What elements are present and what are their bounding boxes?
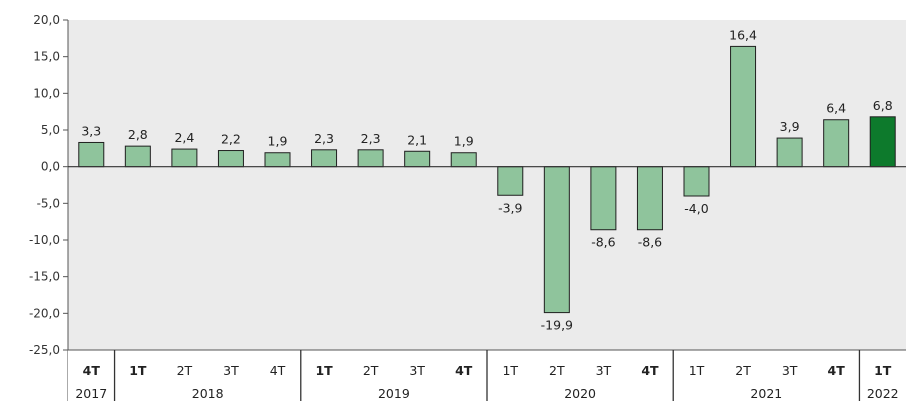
bars-group: [78, 45, 896, 314]
quarter-label: 2T: [177, 363, 193, 378]
quarter-label: 1T: [502, 363, 518, 378]
data-label: 6,8: [873, 98, 893, 113]
data-label: -4,0: [684, 201, 708, 216]
bar-3t-2019: [404, 150, 431, 168]
data-label: -8,6: [591, 235, 615, 250]
quarter-label: 4T: [455, 363, 473, 378]
bar-2t-2018: [171, 148, 198, 168]
quarter-label: 2T: [549, 363, 565, 378]
bar-3t-2021: [776, 137, 803, 168]
data-label: 2,3: [314, 131, 334, 146]
x-axis: 2017 2018 2019 2020 2021 2022 4T 1T 2T 3T 4T 1T 2T 3T…: [68, 349, 906, 401]
data-label: 2,8: [128, 127, 148, 142]
y-tick-label: 15,0: [33, 50, 60, 64]
data-label: 16,4: [729, 27, 757, 42]
y-axis: 20,0 15,0 10,0 5,0 0,0 -5,0 -10,0 -15,0 -20,0 -25…: [29, 13, 69, 401]
y-tick-label: -10,0: [29, 233, 60, 247]
y-tick-label: 10,0: [33, 86, 60, 100]
bar-4t-2017: [78, 141, 105, 168]
quarter-label: 3T: [596, 363, 612, 378]
quarter-label: 1T: [315, 363, 333, 378]
y-tick-label: -25,0: [29, 343, 60, 357]
data-label: 3,9: [780, 119, 800, 134]
year-label: 2020: [564, 386, 596, 401]
data-label: 2,1: [407, 132, 427, 147]
quarter-label: 3T: [223, 363, 239, 378]
data-label: 3,3: [81, 123, 101, 138]
year-label: 2022: [867, 386, 899, 401]
y-tick-label: 5,0: [41, 123, 60, 137]
quarter-label: 1T: [129, 363, 147, 378]
year-label: 2021: [750, 386, 782, 401]
data-labels-group: 3,3 2,8 2,4 2,2 1,9 2,3 2,3 2,1 1,9 -3,9 -19,9 -8,6…: [81, 27, 892, 332]
data-label: -19,9: [541, 318, 573, 333]
bar-4t-2018: [264, 152, 291, 168]
y-tick-label: 20,0: [33, 13, 60, 27]
quarter-label: 4T: [270, 363, 286, 378]
data-label: 2,4: [174, 130, 194, 145]
year-label: 2019: [378, 386, 410, 401]
bar-1t-2021: [683, 166, 710, 197]
quarter-label: 2T: [363, 363, 379, 378]
bar-4t-2020: [636, 166, 663, 231]
data-label: -3,9: [498, 200, 522, 215]
quarter-label: 4T: [83, 363, 101, 378]
bar-3t-2020: [590, 166, 617, 231]
data-label: 2,3: [361, 131, 381, 146]
bar-2t-2020: [543, 166, 570, 314]
y-tick-label: 0,0: [41, 160, 60, 174]
quarter-label: 1T: [689, 363, 705, 378]
quarter-label: 4T: [641, 363, 659, 378]
bar-1t-2018: [124, 145, 151, 168]
bar-3t-2018: [217, 150, 244, 168]
data-label: -8,6: [638, 235, 662, 250]
quarter-label: 3T: [782, 363, 798, 378]
bar-4t-2021: [823, 119, 850, 168]
bar-4t-2019: [450, 152, 477, 168]
y-tick-label: -5,0: [37, 196, 60, 210]
quarter-label: 4T: [828, 363, 846, 378]
data-label: 2,2: [221, 132, 241, 147]
y-tick-label: -15,0: [29, 270, 60, 284]
data-label: 1,9: [268, 134, 288, 149]
bar-1t-2019: [311, 149, 338, 168]
year-label: 2017: [75, 386, 107, 401]
year-label: 2018: [192, 386, 224, 401]
data-label: 1,9: [454, 134, 474, 149]
bar-1t-2022: [869, 116, 896, 168]
bar-1t-2020: [497, 166, 524, 196]
plot-background: [68, 20, 906, 350]
y-tick-label: -20,0: [29, 306, 60, 320]
bar-2t-2019: [357, 149, 384, 168]
data-label: 6,4: [826, 101, 846, 116]
quarter-label: 1T: [874, 363, 892, 378]
bar-2t-2021: [730, 45, 757, 168]
quarter-label: 3T: [409, 363, 425, 378]
quarter-label: 2T: [735, 363, 751, 378]
